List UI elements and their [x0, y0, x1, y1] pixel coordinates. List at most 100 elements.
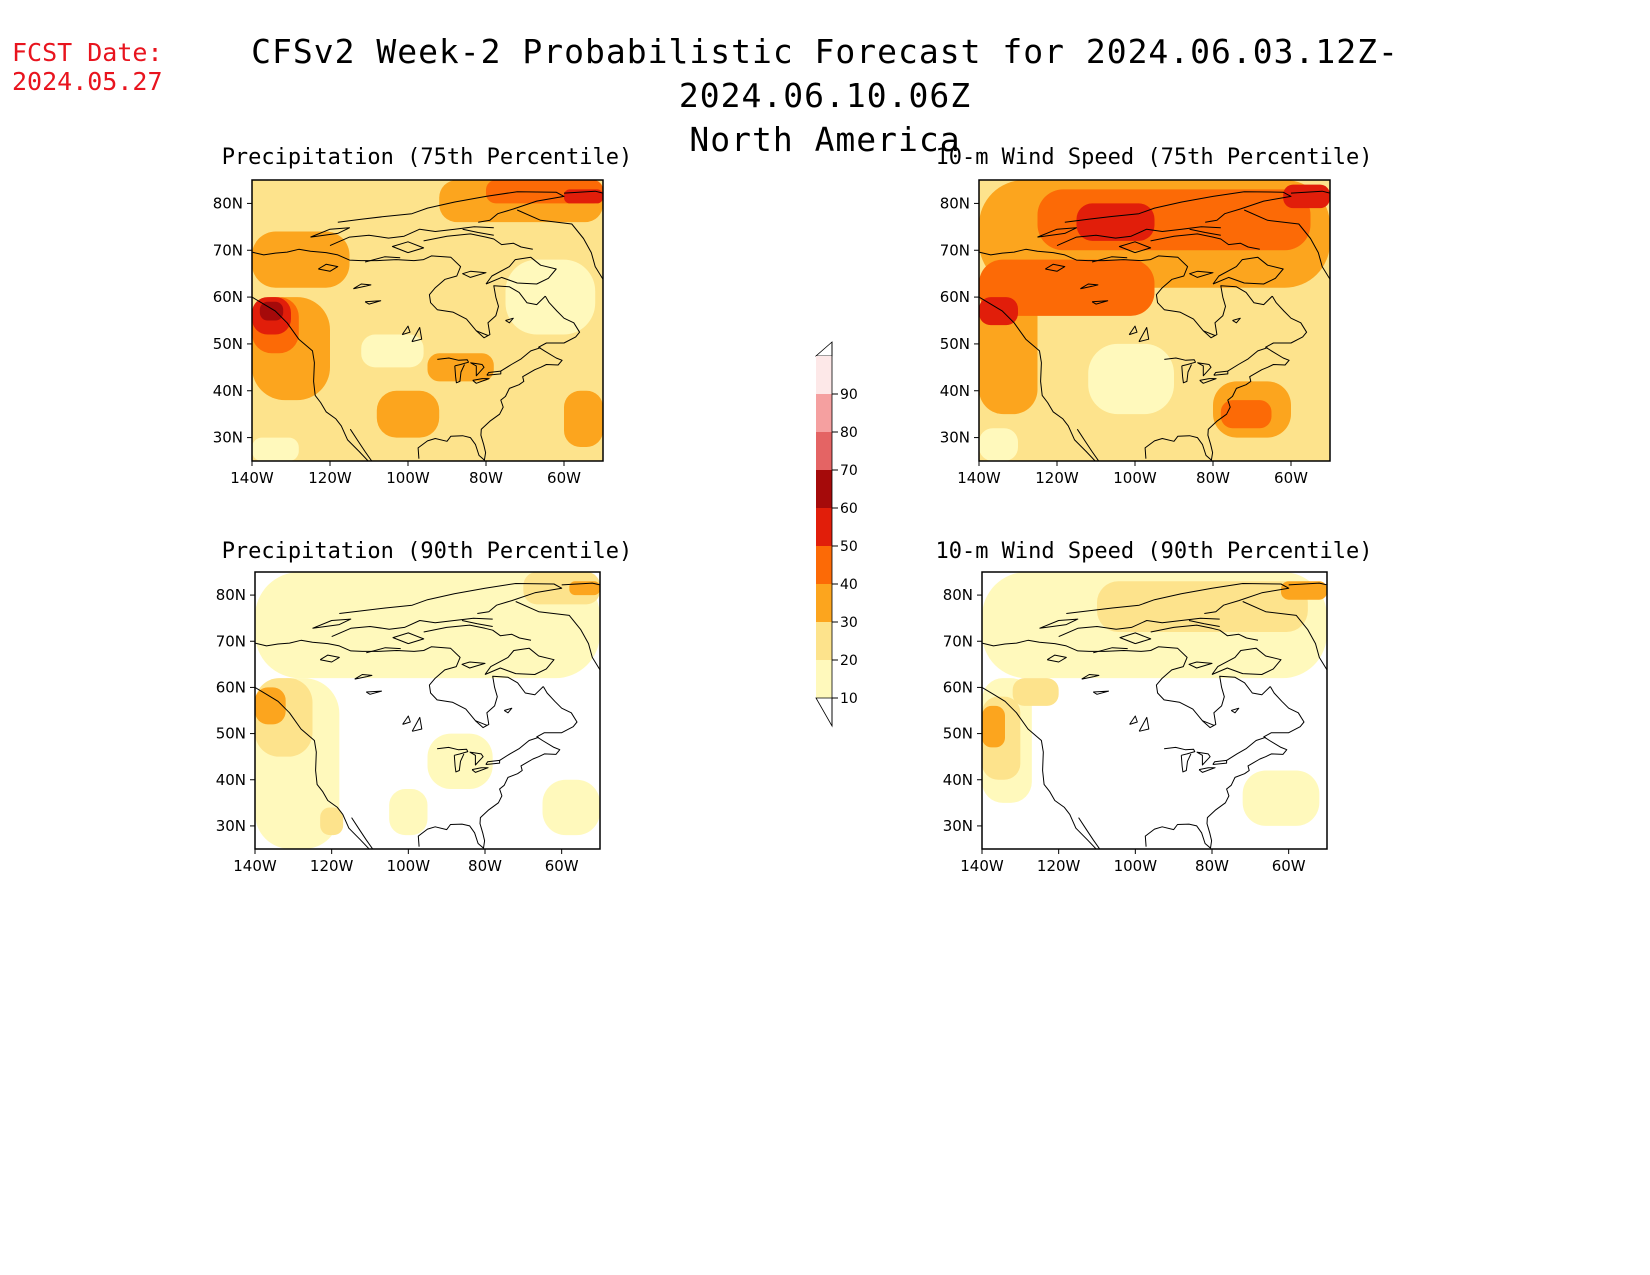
y-tick-label: 60N — [216, 678, 246, 696]
coastline — [1164, 357, 1196, 367]
x-tick-label: 60W — [1272, 857, 1306, 875]
coastline — [411, 716, 423, 732]
x-tick-label: 80W — [1196, 469, 1230, 487]
coastline — [1203, 330, 1216, 336]
colorbar-label: 60 — [840, 501, 858, 517]
coastline — [1078, 817, 1101, 849]
colorbar-label: 40 — [840, 577, 858, 593]
x-tick-label: 120W — [1035, 469, 1079, 487]
y-tick-label: 50N — [216, 725, 246, 743]
colorbar-label: 10 — [840, 691, 858, 707]
probability-region — [542, 779, 600, 836]
y-tick-label: 30N — [216, 817, 246, 835]
coastline — [437, 357, 469, 367]
colorbar-label: 20 — [840, 653, 858, 669]
coastline — [1189, 270, 1214, 278]
coastline — [1144, 295, 1308, 461]
coastline — [1081, 674, 1100, 680]
map-precip-90: Precipitation (90th Percentile) 140W 120W… — [216, 539, 633, 875]
probability-region — [252, 231, 350, 288]
coastline — [453, 753, 465, 773]
coastlines — [979, 190, 1330, 461]
coastline — [1080, 283, 1099, 290]
probability-region — [1281, 581, 1327, 600]
coastline — [472, 378, 490, 384]
coastline — [461, 620, 493, 627]
coastline — [391, 241, 425, 254]
coastline — [1230, 707, 1240, 714]
x-tick-label: 60W — [1274, 469, 1308, 487]
probability-region — [255, 572, 600, 679]
coastline — [1211, 647, 1282, 675]
colorbar-svg: 90 80 70 60 50 40 30 20 10 — [814, 341, 858, 728]
x-tick-label: 120W — [308, 469, 352, 487]
coastline — [1189, 228, 1221, 236]
probability-region — [255, 687, 286, 725]
y-tick-label: 40N — [943, 771, 973, 789]
coastline — [516, 209, 603, 280]
colorbar-swatch — [816, 546, 832, 584]
coastline — [982, 686, 1097, 849]
coastline — [563, 190, 603, 194]
colorbar-label: 50 — [840, 539, 858, 555]
coastline — [1066, 583, 1290, 614]
coastline — [476, 330, 489, 336]
probability-region — [1012, 678, 1059, 706]
y-tick-label: 60N — [943, 678, 973, 696]
map-wind-90: 10-m Wind Speed (90th Percentile) 140W 12… — [935, 539, 1372, 875]
y-tick-label: 40N — [940, 382, 970, 400]
probability-region — [361, 334, 424, 368]
coastline — [319, 654, 340, 663]
panel-title: 10-m Wind Speed (90th Percentile) — [935, 539, 1372, 564]
panel-precip-75: Precipitation (75th Percentile) 140W 120W… — [195, 140, 645, 520]
coastline — [1202, 720, 1215, 726]
coastline — [1076, 428, 1100, 461]
coastline — [1093, 647, 1128, 654]
probability-fields — [982, 572, 1327, 849]
y-tick-label: 80N — [216, 586, 246, 604]
coastline — [1119, 632, 1152, 645]
coastline — [1196, 751, 1211, 766]
map-frame — [981, 571, 1328, 850]
coastline — [1188, 661, 1213, 669]
coastline — [503, 707, 513, 714]
y-tick-label: 30N — [940, 429, 970, 447]
coastline — [471, 767, 489, 773]
forecast-date-label: FCST Date: — [12, 38, 163, 67]
coastline — [1227, 347, 1268, 372]
coastline — [365, 690, 382, 695]
x-tick-label: 60W — [545, 857, 579, 875]
x-tick-label: 100W — [386, 469, 430, 487]
coastline — [1128, 325, 1138, 336]
probability-region — [979, 259, 1155, 316]
y-tick-label: 70N — [216, 632, 246, 650]
probability-region — [376, 390, 440, 438]
coastline — [1056, 226, 1221, 247]
y-tick-label: 40N — [216, 771, 246, 789]
probability-region — [320, 807, 344, 836]
probability-region — [982, 705, 1005, 748]
colorbar-swatch — [816, 584, 832, 622]
coastline — [1150, 624, 1259, 641]
colorbar-swatch — [816, 622, 832, 660]
colorbar-swatch — [816, 660, 832, 698]
colorbar-label: 90 — [840, 387, 858, 403]
coastline — [401, 325, 411, 336]
y-tick-label: 40N — [213, 382, 243, 400]
coastline — [1144, 686, 1305, 849]
coastline — [1058, 617, 1220, 638]
coastline — [499, 736, 539, 761]
x-tick-label: 120W — [310, 857, 354, 875]
colorbar-swatch — [816, 432, 832, 470]
forecast-date: FCST Date: 2024.05.27 — [12, 38, 163, 96]
coastlines — [255, 582, 600, 849]
forecast-date-value: 2024.05.27 — [12, 67, 163, 96]
coastline — [364, 300, 382, 305]
y-tick-label: 50N — [943, 725, 973, 743]
x-tick-label: 100W — [387, 857, 431, 875]
x-tick-label: 100W — [1114, 857, 1158, 875]
colorbar-bottom-cap — [815, 697, 833, 728]
probability-region — [259, 301, 284, 321]
panel-wind-75: 10-m Wind Speed (75th Percentile) 140W 12… — [922, 140, 1372, 520]
coastline — [470, 362, 485, 377]
